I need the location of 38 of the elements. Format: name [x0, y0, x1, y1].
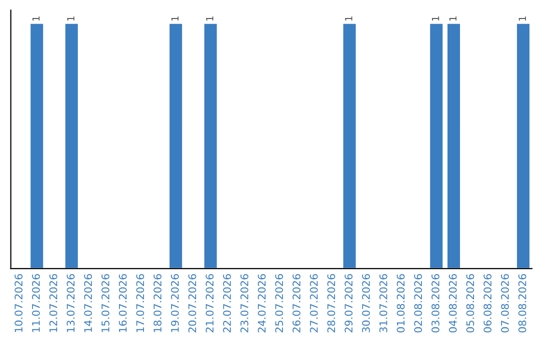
data-label: 1: [518, 16, 526, 21]
x-tick-label: 01.08.2026: [396, 274, 405, 332]
x-tick-label: 17.07.2026: [136, 274, 144, 332]
x-tick-label: 26.07.2026: [292, 274, 300, 332]
x-tick-label: 25.07.2026: [275, 274, 284, 332]
x-tick-label: 13.07.2026: [66, 274, 75, 332]
data-label: 1: [171, 16, 178, 21]
x-tick-label: 05.08.2026: [466, 274, 474, 332]
x-tick-label: 02.08.2026: [414, 274, 422, 332]
data-label: 1: [32, 16, 40, 21]
x-tick-label: 14.07.2026: [84, 274, 92, 332]
x-tick-label: 24.07.2026: [258, 274, 266, 332]
x-tick-label: 16.07.2026: [118, 274, 127, 332]
x-tick-label: 22.07.2026: [223, 274, 231, 332]
x-tick-label: 31.07.2026: [379, 274, 388, 332]
x-tick-label: 29.07.2026: [344, 274, 353, 332]
x-tick-label: 30.07.2026: [362, 274, 370, 332]
x-tick-label: 27.07.2026: [310, 274, 318, 332]
x-tick-label: 28.07.2026: [327, 274, 336, 332]
x-tick-label: 20.07.2026: [188, 274, 196, 332]
x-tick-label: 06.08.2026: [484, 274, 492, 332]
x-tick-label: 03.08.2026: [432, 274, 440, 332]
data-label: 1: [345, 16, 352, 21]
data-label: 1: [432, 16, 440, 21]
data-label: 1: [449, 16, 456, 21]
x-tick-label: 19.07.2026: [170, 274, 179, 332]
x-tick-label: 04.08.2026: [448, 274, 457, 332]
x-tick-label: 10.07.2026: [14, 274, 23, 332]
x-tick-label: 08.08.2026: [518, 274, 526, 332]
x-tick-label: 18.07.2026: [154, 274, 162, 332]
x-tick-label: 15.07.2026: [101, 274, 110, 332]
x-tick-label: 11.07.2026: [32, 274, 40, 332]
data-label: 1: [67, 16, 74, 21]
x-tick-label: 07.08.2026: [500, 274, 509, 332]
x-tick-label: 12.07.2026: [49, 274, 58, 332]
x-tick-label: 21.07.2026: [206, 274, 214, 332]
data-label: 1: [206, 16, 214, 21]
x-tick-label: 23.07.2026: [240, 274, 248, 332]
